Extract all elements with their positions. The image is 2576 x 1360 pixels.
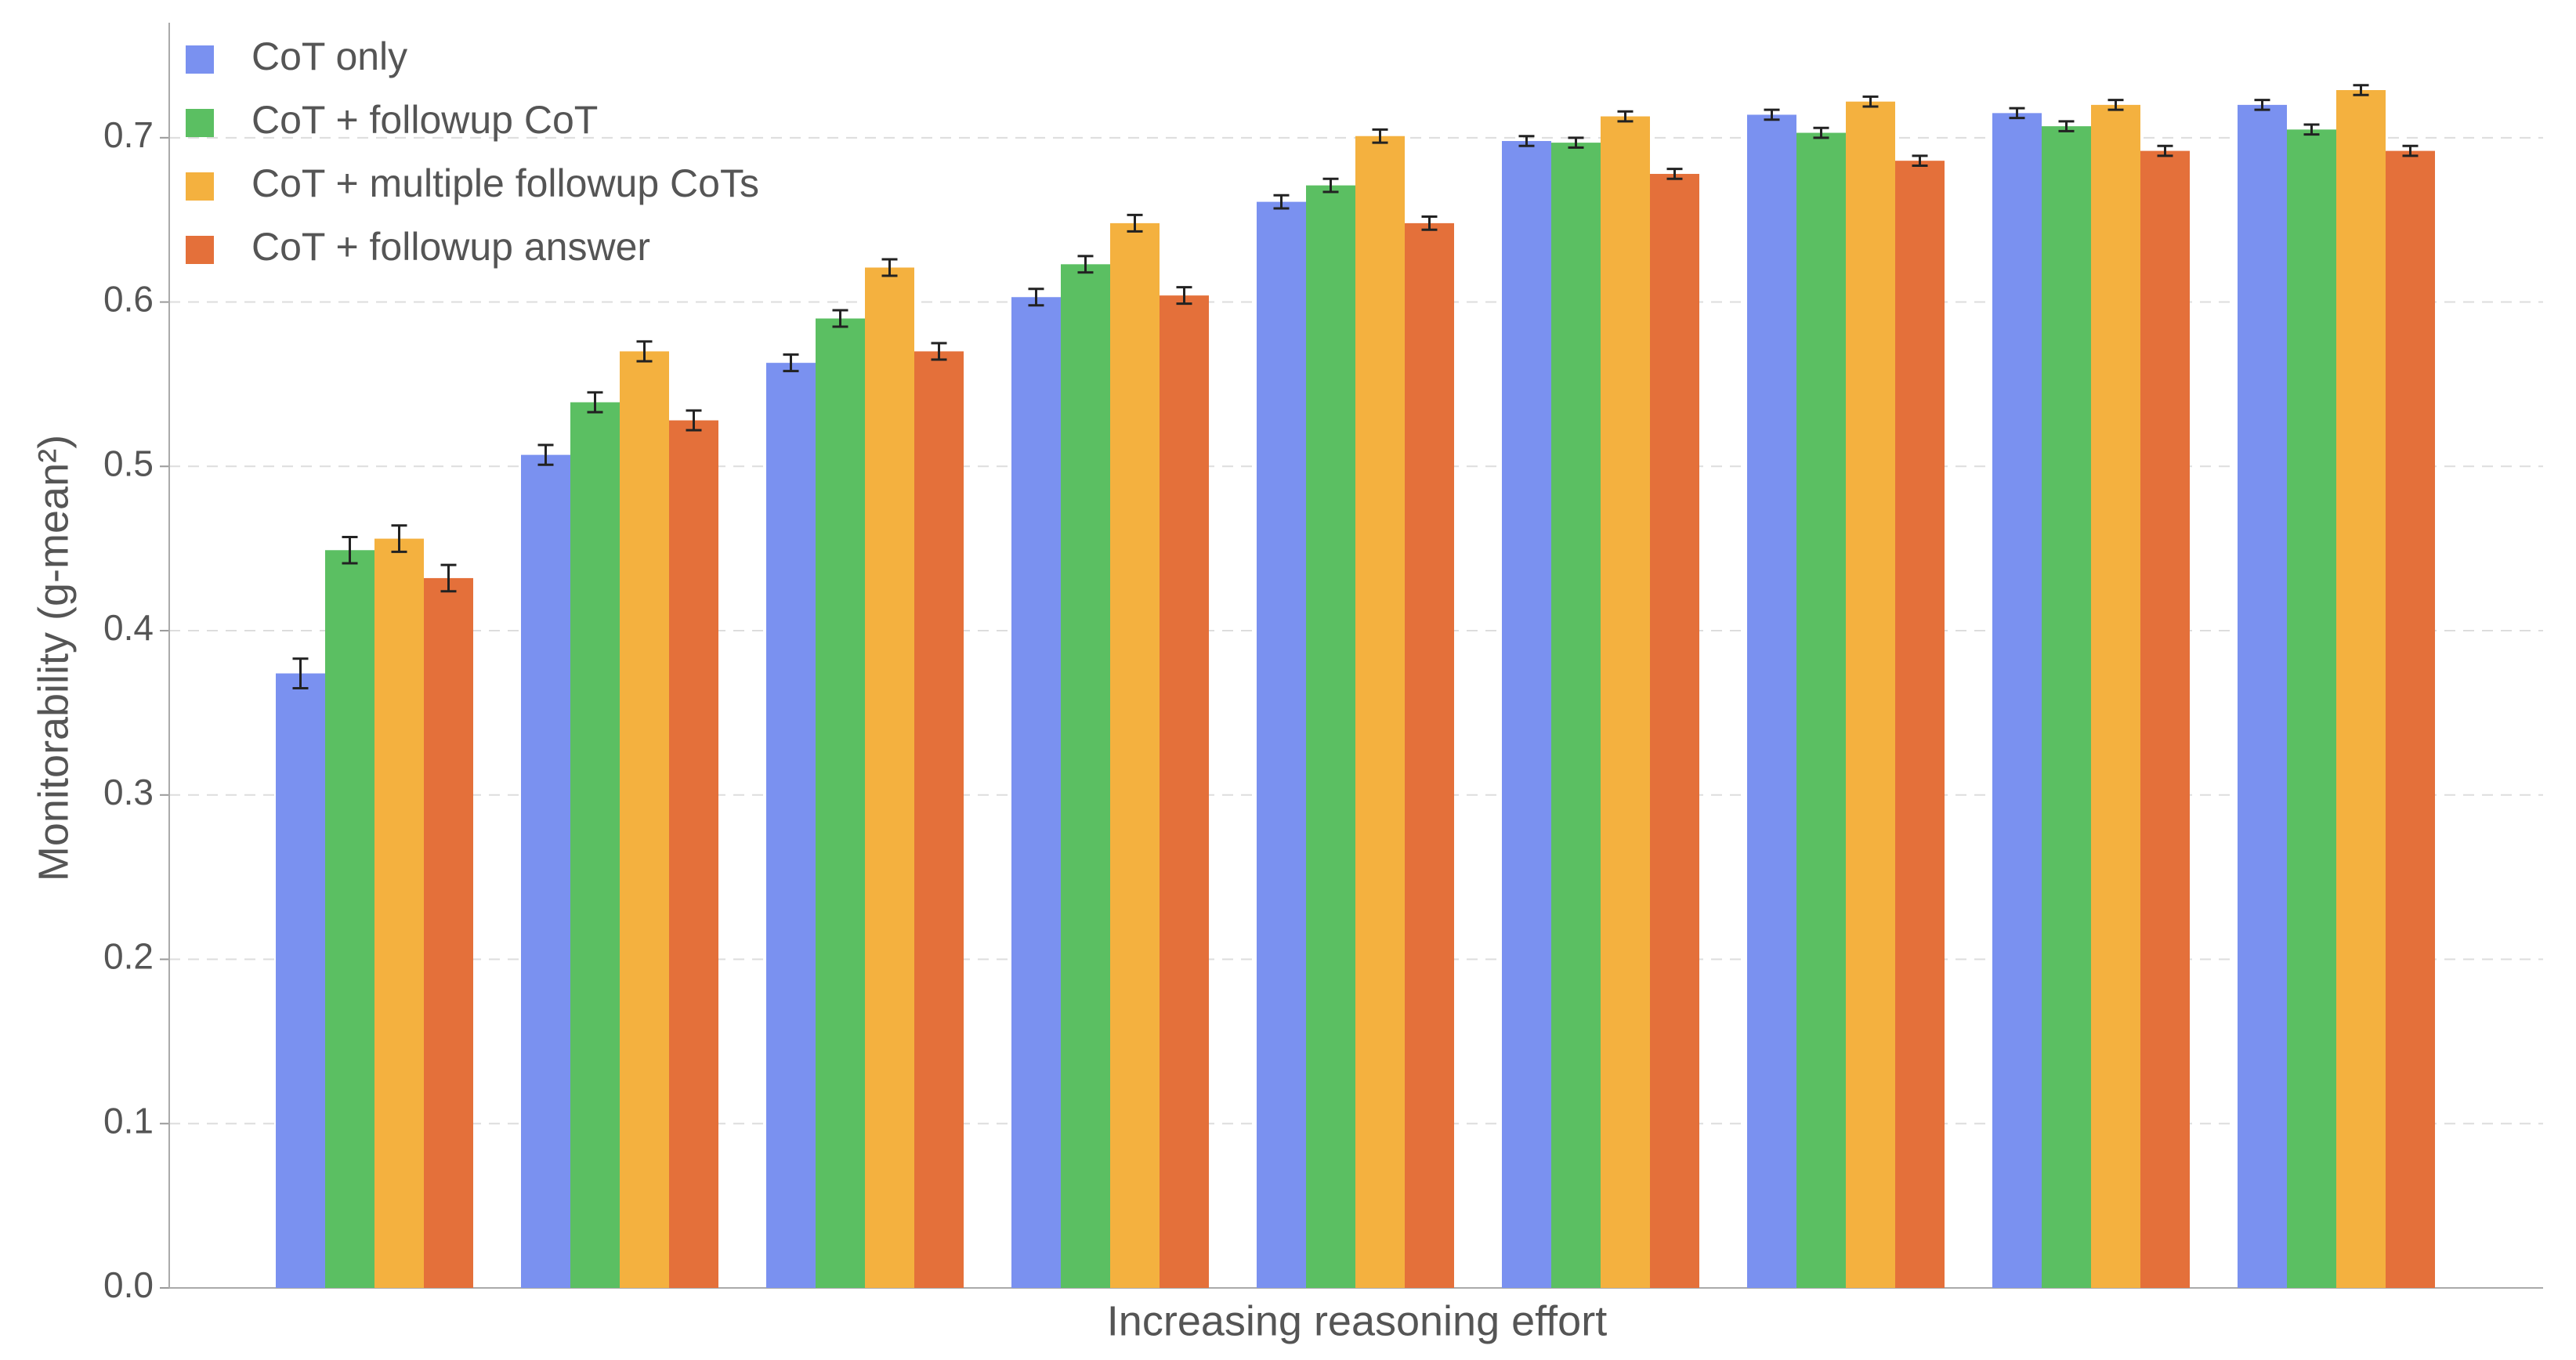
bar	[570, 402, 620, 1288]
error-bar	[1764, 108, 1780, 121]
error-bar	[881, 258, 898, 277]
bar	[276, 673, 325, 1288]
bar	[1846, 101, 1895, 1289]
error-bar	[440, 563, 457, 593]
x-axis-label: Increasing reasoning effort	[1107, 1297, 1607, 1344]
legend-text: CoT + followup answer	[251, 225, 650, 269]
error-bar	[1862, 95, 1879, 108]
error-bar	[832, 309, 848, 328]
bar	[2091, 104, 2140, 1289]
legend-swatch	[186, 45, 214, 74]
y-tick-label: 0.5	[103, 443, 154, 483]
y-tick-label: 0.1	[103, 1100, 154, 1141]
error-bar	[1666, 168, 1683, 180]
legend-swatch	[186, 236, 214, 264]
bar	[1061, 264, 1110, 1289]
bar	[1747, 114, 1796, 1288]
bar	[620, 351, 669, 1289]
error-bar	[1421, 215, 1438, 231]
error-bar	[2402, 144, 2419, 157]
bar	[2042, 126, 2091, 1289]
bar	[1796, 132, 1846, 1288]
error-bar	[686, 409, 702, 432]
y-tick-label: 0.4	[103, 607, 154, 648]
legend-swatch	[186, 109, 214, 137]
legend-text: CoT only	[251, 34, 407, 78]
bar	[2386, 150, 2435, 1288]
bar	[2336, 89, 2386, 1288]
bar	[1011, 297, 1061, 1288]
bar	[669, 420, 718, 1288]
bar	[2238, 104, 2287, 1289]
error-bar	[1912, 154, 1928, 167]
bar	[1306, 185, 1355, 1289]
error-bar	[292, 657, 309, 689]
bar	[1160, 295, 1209, 1288]
error-bar	[1127, 213, 1143, 233]
y-tick-label: 0.7	[103, 114, 154, 155]
error-bar	[1273, 194, 1290, 210]
bar	[325, 550, 374, 1288]
error-bar	[1077, 255, 1094, 274]
bar	[1551, 143, 1601, 1289]
bar	[521, 454, 570, 1288]
bar	[816, 318, 865, 1288]
error-bar	[391, 524, 407, 553]
error-bar	[1028, 288, 1044, 307]
error-bar	[1568, 136, 1584, 149]
error-bar	[537, 443, 554, 466]
bar	[1992, 113, 2042, 1288]
bar	[1895, 161, 1945, 1288]
error-bar	[931, 342, 947, 361]
error-bar	[342, 535, 358, 565]
legend-swatch	[186, 172, 214, 201]
y-axis-label: Monitorability (g-mean²)	[30, 435, 77, 881]
bar	[1110, 222, 1160, 1289]
bar	[1355, 136, 1405, 1288]
y-tick-label: 0.0	[103, 1264, 154, 1305]
bar	[2287, 129, 2336, 1288]
error-bar	[1322, 177, 1339, 194]
error-bar	[2353, 84, 2369, 96]
error-bar	[1372, 128, 1388, 144]
error-bar	[2009, 107, 2025, 120]
y-tick-label: 0.6	[103, 279, 154, 320]
error-bar	[1813, 126, 1829, 139]
error-bar	[1176, 286, 1192, 306]
bar	[766, 363, 816, 1288]
bar	[914, 351, 964, 1289]
error-bar	[636, 340, 653, 363]
bar	[2140, 150, 2190, 1288]
bar	[1502, 141, 1551, 1289]
error-bar	[2058, 120, 2075, 132]
error-bar	[1617, 110, 1634, 123]
bar	[865, 267, 914, 1289]
error-bar	[2107, 99, 2124, 111]
bar	[1257, 201, 1306, 1288]
error-bar	[2254, 99, 2270, 111]
error-bar	[783, 353, 799, 373]
error-bar	[2303, 123, 2320, 136]
error-bar	[587, 391, 603, 414]
error-bar	[1518, 135, 1535, 147]
legend-text: CoT + followup CoT	[251, 98, 598, 142]
bar	[1601, 116, 1650, 1288]
error-bar	[2157, 144, 2173, 157]
bar	[424, 577, 473, 1288]
bar	[1405, 222, 1454, 1289]
y-tick-label: 0.2	[103, 936, 154, 977]
bar	[1650, 173, 1699, 1288]
legend-text: CoT + multiple followup CoTs	[251, 161, 759, 205]
y-tick-label: 0.3	[103, 772, 154, 812]
bar	[374, 538, 424, 1288]
